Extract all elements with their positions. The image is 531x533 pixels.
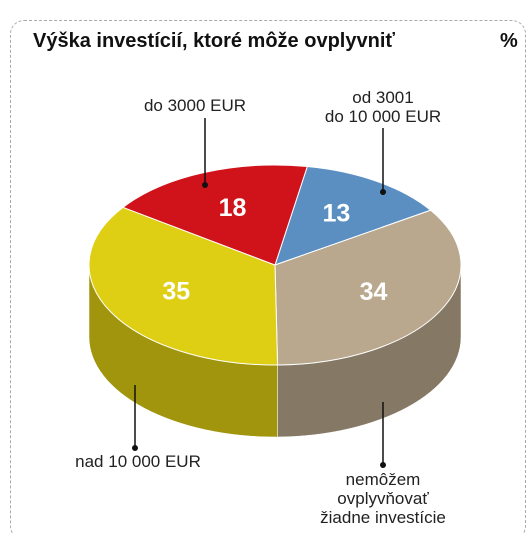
leader-dot <box>202 182 208 188</box>
category-label: od 3001 do 10 000 EUR <box>324 88 442 126</box>
value-label: 13 <box>323 200 351 228</box>
leader-dot <box>380 462 386 468</box>
leader-dot <box>132 445 138 451</box>
category-label: nad 10 000 EUR <box>75 452 201 471</box>
unit-label: % <box>500 30 518 52</box>
value-label: 34 <box>360 278 388 306</box>
value-label: 35 <box>162 278 190 306</box>
pie-slice <box>274 209 462 366</box>
pie-slice <box>121 164 308 266</box>
pie-slice <box>88 206 279 366</box>
category-label: do 3000 EUR <box>143 96 247 115</box>
pie-slice <box>274 165 432 266</box>
category-label: nemôžem ovplyvňovať žiadne investície <box>320 470 446 527</box>
leader-dot <box>380 189 386 195</box>
chart-title: Výška investícií, ktoré môže ovplyvniť <box>33 30 395 52</box>
value-label: 18 <box>219 194 247 222</box>
frame <box>10 20 526 533</box>
